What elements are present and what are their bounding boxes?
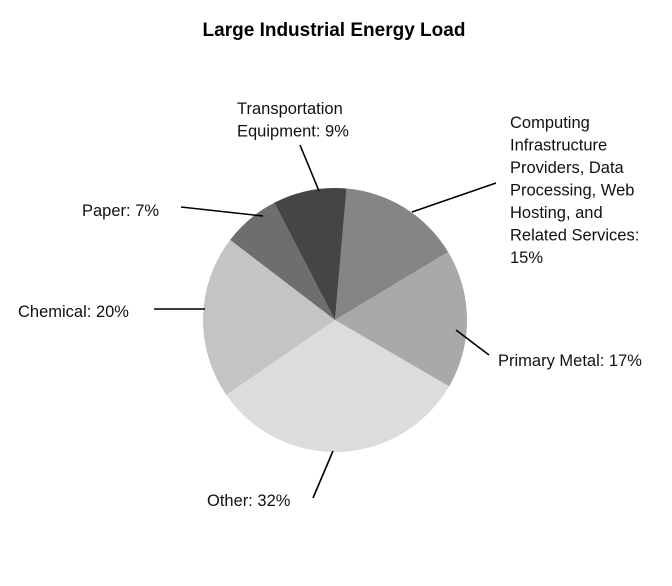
slice-label-line: Paper: 7% (82, 202, 159, 220)
leader-lines (154, 144, 497, 499)
slice-label-line: Primary Metal: 17% (498, 352, 642, 370)
slice-label-computing: Computing Infrastructure Providers, Data Pr… (510, 114, 639, 267)
slice-label-line: Infrastructure (510, 137, 607, 155)
slice-label-line: Other: 32% (207, 492, 291, 510)
leader-line-paper (180, 206, 264, 217)
pie-slices (203, 187, 468, 452)
slice-label-transportation: Transportation Equipment: 9% (237, 100, 349, 141)
leader-line-transportation (299, 144, 320, 192)
slice-label-line: Computing (510, 114, 590, 132)
leader-line-computing (411, 182, 497, 213)
slice-label-primary: Primary Metal: 17% (498, 352, 642, 370)
slice-label-other: Other: 32% (207, 492, 291, 510)
slice-label-line: Providers, Data (510, 159, 625, 177)
slice-labels: Computing Infrastructure Providers, Data Pr… (18, 100, 642, 510)
slice-label-line: 15% (510, 249, 543, 267)
chart-title: Large Industrial Energy Load (203, 20, 466, 41)
slice-label-line: Hosting, and (510, 204, 603, 222)
slice-label-line: Transportation (237, 100, 343, 118)
slice-label-line: Processing, Web (510, 182, 634, 200)
pie-slice-other (226, 320, 450, 452)
pie-slice-primary (335, 252, 468, 387)
slice-label-line: Equipment: 9% (237, 123, 349, 141)
pie-slice-paper (230, 202, 335, 320)
slice-label-chemical: Chemical: 20% (18, 303, 129, 321)
slice-label-line: Chemical: 20% (18, 303, 129, 321)
pie-slice-chemical (203, 239, 335, 395)
slice-label-line: Related Services: (510, 227, 639, 245)
leader-line-other (312, 450, 334, 499)
leader-line-primary (455, 329, 490, 356)
pie-slice-transportation (274, 187, 347, 320)
pie-slice-computing (335, 188, 449, 320)
slice-label-paper: Paper: 7% (82, 202, 159, 220)
